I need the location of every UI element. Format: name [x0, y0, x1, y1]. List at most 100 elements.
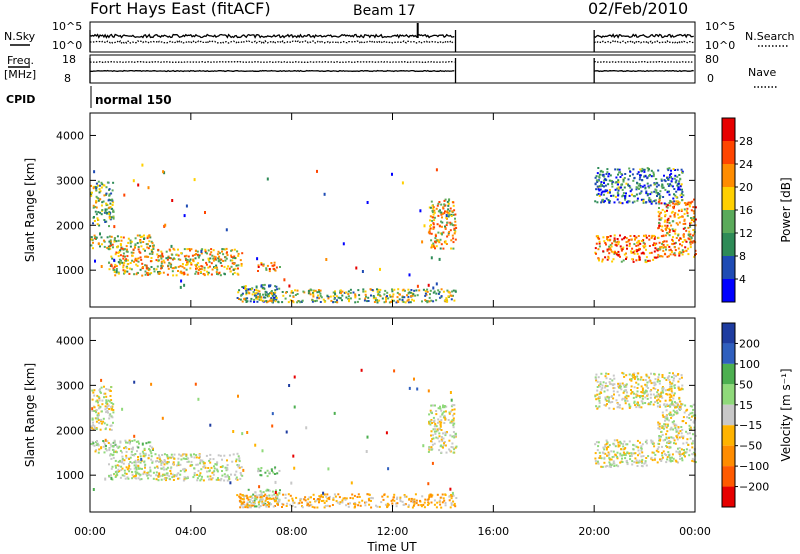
- echo-cell: [183, 476, 186, 479]
- echo-cell: [688, 424, 691, 427]
- echo-cell: [607, 175, 610, 178]
- echo-cell: [166, 461, 169, 463]
- echo-cell: [100, 386, 103, 389]
- echo-cell: [220, 477, 223, 480]
- echo-cell: [596, 393, 599, 396]
- echo-cell: [186, 461, 189, 463]
- echo-cell: [126, 248, 128, 251]
- echo-cell: [655, 449, 658, 452]
- echo-cell: [206, 470, 208, 473]
- echo-cell: [673, 215, 676, 218]
- echo-cell: [317, 498, 320, 500]
- echo-cell: [278, 469, 281, 472]
- echo-cell: [668, 372, 671, 374]
- echo-cell: [428, 206, 431, 209]
- echo-cell: [196, 253, 199, 256]
- echo-cell: [245, 288, 248, 291]
- echo-cell: [149, 441, 152, 444]
- echo-cell: [166, 273, 169, 276]
- echo-cell: [644, 383, 647, 386]
- echo-cell: [326, 497, 329, 500]
- echo-cell: [370, 499, 372, 502]
- echo-cell: [625, 383, 628, 386]
- freq-traces: [89, 58, 694, 83]
- echo-cell: [673, 377, 675, 380]
- echo-cell: [675, 430, 678, 433]
- echo-cell: [301, 299, 304, 302]
- echo-cell: [407, 292, 410, 295]
- echo-cell: [396, 296, 399, 299]
- echo-cell: [689, 241, 691, 244]
- echo-cell: [448, 448, 451, 451]
- echo-cell: [637, 171, 640, 174]
- echo-cell: [452, 431, 455, 433]
- echo-cell: [424, 294, 427, 297]
- echo-cell: [162, 259, 165, 262]
- echo-cell: [435, 413, 438, 416]
- echo-cell: [113, 269, 116, 271]
- echo-cell: [192, 258, 195, 261]
- echo-cell: [435, 168, 438, 172]
- echo-cell: [340, 292, 342, 295]
- echo-cell: [386, 495, 389, 498]
- echo-cell: [249, 506, 252, 509]
- echo-cell: [432, 291, 435, 294]
- echo-cell: [161, 474, 164, 477]
- echo-cell: [661, 255, 664, 258]
- echo-cell: [662, 415, 665, 418]
- echo-cell: [106, 440, 109, 443]
- echo-cell: [264, 503, 267, 505]
- echo-cell: [682, 416, 685, 419]
- echo-cell: [172, 479, 175, 481]
- echo-cell: [606, 389, 609, 392]
- echo-cell: [439, 503, 442, 506]
- echo-cell: [102, 440, 105, 442]
- echo-cell: [137, 183, 140, 187]
- echo-cell: [657, 200, 660, 203]
- echo-cell: [434, 233, 437, 236]
- echo-cell: [349, 497, 352, 499]
- echo-cell: [684, 226, 687, 229]
- echo-cell: [624, 236, 626, 239]
- echo-cell: [657, 423, 660, 426]
- echo-cell: [679, 455, 682, 458]
- echo-cell: [428, 447, 431, 450]
- echo-cell: [134, 453, 137, 455]
- echo-cell: [272, 292, 275, 295]
- echo-cell: [95, 428, 98, 431]
- echo-cell: [611, 379, 614, 382]
- echo-cell: [641, 461, 643, 464]
- echo-cell: [657, 247, 660, 250]
- echo-cell: [659, 395, 662, 398]
- echo-cell: [226, 475, 229, 478]
- echo-cell: [607, 199, 610, 201]
- echo-cell: [605, 465, 608, 467]
- echo-cell: [654, 199, 657, 202]
- echo-cell: [403, 495, 406, 498]
- echo-cell: [235, 264, 238, 267]
- echo-cell: [644, 175, 647, 178]
- echo-cell: [107, 399, 110, 402]
- echo-cell: [648, 168, 650, 171]
- echo-cell: [656, 405, 659, 408]
- echo-cell: [413, 503, 416, 506]
- noise-traces: [89, 23, 694, 52]
- echo-cell: [178, 453, 181, 456]
- echo-cell: [444, 493, 447, 496]
- echo-cell: [347, 290, 350, 293]
- echo-cell: [240, 294, 243, 297]
- echo-cell: [328, 505, 331, 508]
- echo-cell: [454, 505, 457, 508]
- echo-cell: [188, 248, 191, 250]
- echo-cell: [650, 236, 653, 239]
- echo-cell: [262, 491, 265, 494]
- echo-cell: [282, 294, 285, 297]
- echo-cell: [596, 461, 599, 464]
- echo-cell: [162, 461, 165, 464]
- echo-cell: [226, 464, 229, 467]
- echo-cell: [424, 498, 427, 501]
- echo-cell: [228, 267, 231, 270]
- echo-cell: [437, 202, 440, 205]
- echo-cell: [641, 167, 644, 170]
- echo-cell: [158, 454, 160, 457]
